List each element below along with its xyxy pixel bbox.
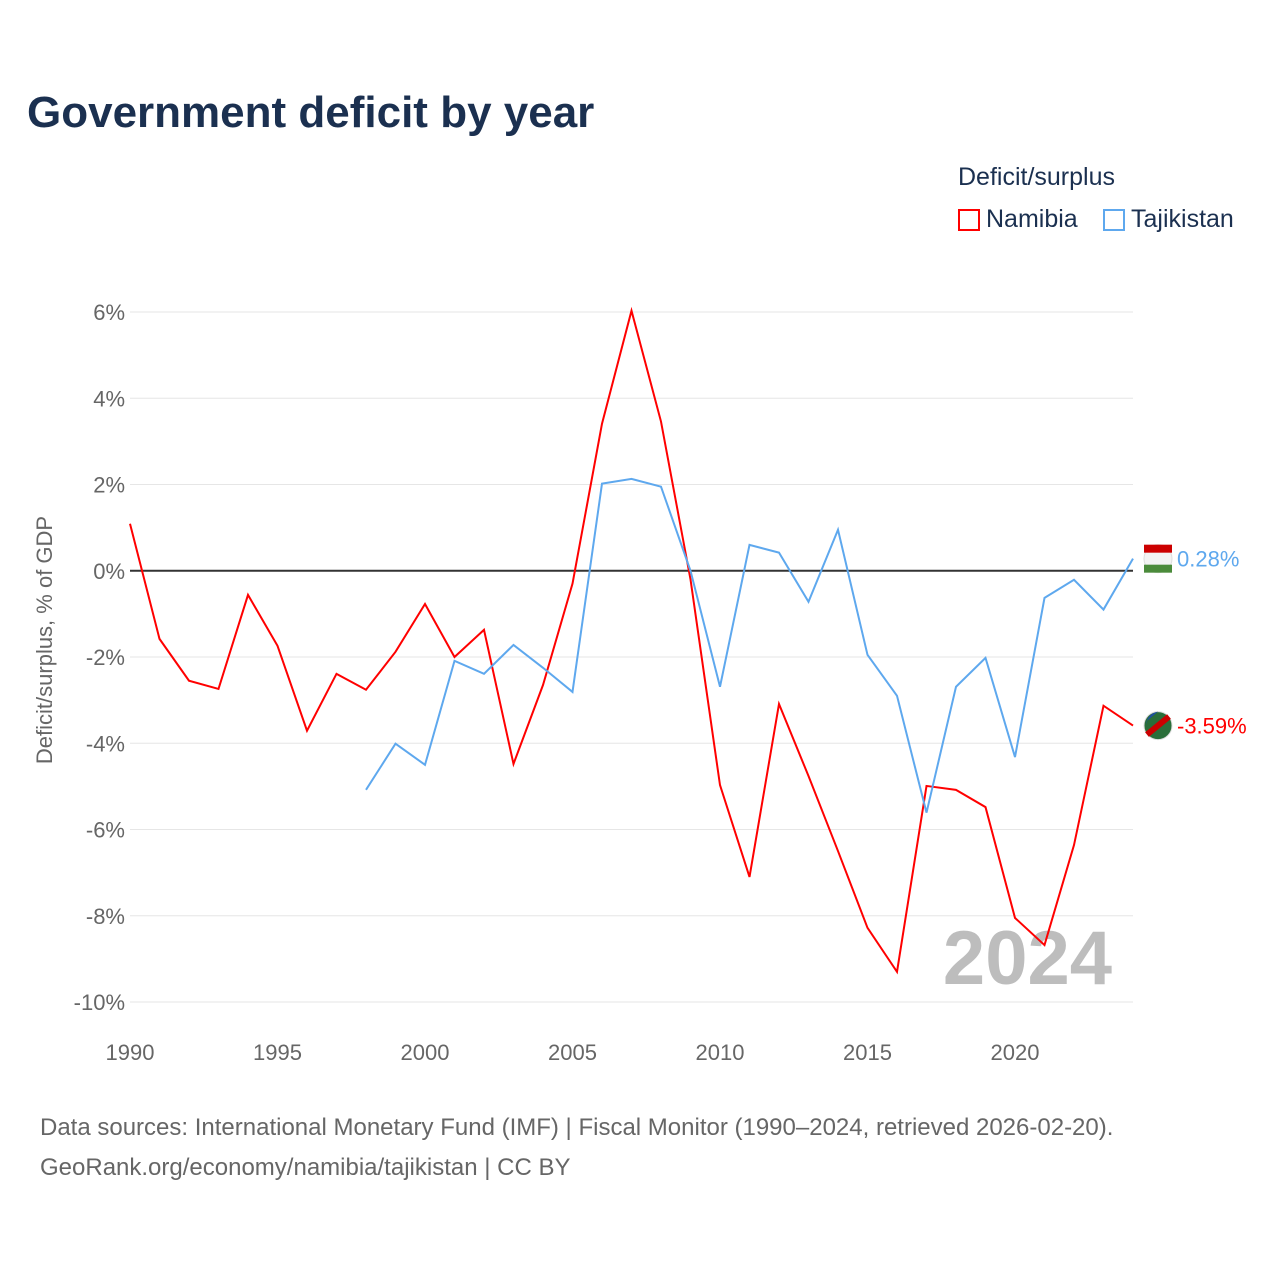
x-tick-label: 2015 xyxy=(843,1040,892,1065)
y-tick-label: 4% xyxy=(93,386,125,411)
legend-swatch xyxy=(958,208,980,231)
y-axis-label: Deficit/surplus, % of GDP xyxy=(32,516,57,764)
flag-stripe xyxy=(1144,564,1172,573)
y-tick-label: -2% xyxy=(86,645,125,670)
x-tick-label: 2005 xyxy=(548,1040,597,1065)
source-link[interactable]: GeoRank.org/economy/namibia/tajikistan |… xyxy=(40,1154,571,1181)
x-tick-label: 2020 xyxy=(991,1040,1040,1065)
end-value-label: -3.59% xyxy=(1177,714,1247,739)
source-note: Data sources: International Monetary Fun… xyxy=(40,1108,1113,1188)
y-tick-label: -4% xyxy=(86,731,125,756)
flag-stripe xyxy=(1145,711,1158,726)
y-tick-label: -10% xyxy=(74,990,125,1015)
source-line: Data sources: International Monetary Fun… xyxy=(40,1114,1114,1141)
legend-item-tajikistan[interactable]: Tajikistan xyxy=(1103,205,1234,234)
end-value-label: 0.28% xyxy=(1177,547,1239,572)
y-tick-label: 6% xyxy=(93,300,125,325)
flag-stripe xyxy=(1144,544,1172,553)
x-tick-label: 1995 xyxy=(253,1040,302,1065)
y-tick-label: -6% xyxy=(86,818,125,843)
flag-stripe xyxy=(1145,714,1171,737)
series-line-tajikistan xyxy=(365,477,1134,813)
chart-title: Government deficit by year xyxy=(27,88,595,137)
legend-swatch xyxy=(1103,208,1125,231)
series-line-namibia xyxy=(129,306,1134,975)
legend-title: Deficit/surplus xyxy=(958,163,1115,191)
y-tick-label: -8% xyxy=(86,904,125,929)
y-tick-label: 0% xyxy=(93,559,125,584)
x-tick-label: 1990 xyxy=(106,1040,155,1065)
x-tick-label: 2000 xyxy=(401,1040,450,1065)
legend-label: Tajikistan xyxy=(1131,205,1234,233)
x-tick-label: 2010 xyxy=(696,1040,745,1065)
y-tick-label: 2% xyxy=(93,473,125,498)
legend-label: Namibia xyxy=(986,205,1078,233)
legend-item-namibia[interactable]: Namibia xyxy=(958,205,1078,234)
